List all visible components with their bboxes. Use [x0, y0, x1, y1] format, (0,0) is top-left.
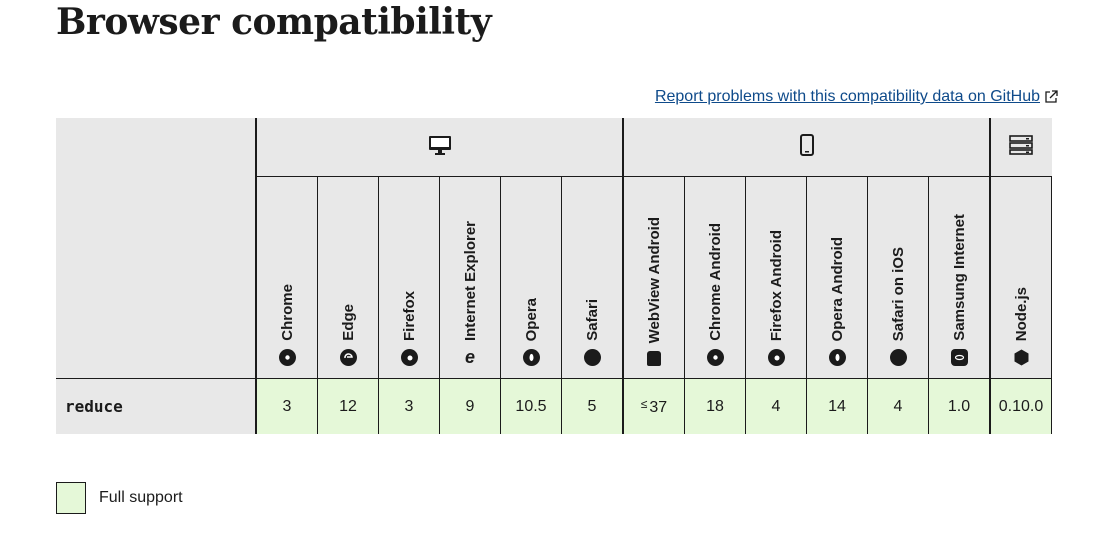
browser-header-chrome: Chrome — [256, 176, 318, 379]
browser-name: Firefox — [400, 290, 418, 341]
support-cell-firefox[interactable]: 3 — [378, 378, 440, 434]
mobile-icon — [799, 133, 814, 156]
nodejs-icon — [1013, 349, 1030, 366]
safari-icon — [889, 349, 907, 366]
browser-name: Chrome — [278, 284, 296, 341]
browser-name: Samsung Internet — [950, 214, 968, 341]
page-title: Browser compatibility — [56, 1, 492, 43]
version-prefix: ≤ — [640, 396, 648, 411]
firefox-icon — [767, 349, 785, 366]
browser-header-safari: Safari — [561, 176, 624, 379]
browser-header-internet-explorer: Internet Explorer e — [439, 176, 501, 379]
android-icon — [647, 351, 661, 366]
version-value: 37 — [649, 398, 668, 416]
support-cell-opera-android[interactable]: 14 — [806, 378, 868, 434]
support-cell-webview-android[interactable]: ≤37 — [623, 378, 685, 434]
chrome-icon — [706, 349, 724, 366]
external-link-icon — [1045, 90, 1058, 103]
support-cell-internet-explorer[interactable]: 9 — [439, 378, 501, 434]
browser-name: Edge — [339, 304, 357, 341]
browser-name: Node.js — [1012, 286, 1030, 341]
browser-name: WebView Android — [645, 216, 663, 343]
browser-name: Firefox Android — [767, 229, 785, 341]
support-cell-opera[interactable]: 10.5 — [500, 378, 562, 434]
legend-label: Full support — [99, 489, 183, 506]
table-corner — [56, 118, 257, 379]
support-cell-chrome-android[interactable]: 18 — [684, 378, 746, 434]
browser-header-firefox: Firefox — [378, 176, 440, 379]
safari-icon — [583, 349, 601, 366]
browser-header-webview-android: WebView Android — [623, 176, 685, 379]
support-cell-safari[interactable]: 5 — [561, 378, 624, 434]
table-row: reduce 3 12 3 9 10.5 5 ≤37 18 4 14 4 1.0… — [56, 378, 1052, 434]
server-icon — [1009, 134, 1034, 155]
browser-header-edge: Edge — [317, 176, 379, 379]
platform-desktop — [256, 118, 624, 177]
legend: Full support — [56, 482, 183, 514]
browser-name: Chrome Android — [706, 223, 724, 341]
full-support-swatch — [56, 482, 86, 514]
support-cell-samsung-internet[interactable]: 1.0 — [928, 378, 991, 434]
report-problems-link[interactable]: Report problems with this compatibility … — [655, 88, 1058, 106]
internet-explorer-icon: e — [464, 347, 475, 367]
browser-header-chrome-android: Chrome Android — [684, 176, 746, 379]
desktop-icon — [428, 135, 451, 155]
chrome-icon — [278, 349, 296, 366]
browser-name: Safari on iOS — [889, 246, 907, 341]
feature-name: reduce — [56, 378, 257, 434]
browser-header-samsung-internet: Samsung Internet — [928, 176, 991, 379]
browser-header-firefox-android: Firefox Android — [745, 176, 807, 379]
samsung-internet-icon — [950, 349, 968, 366]
support-cell-nodejs[interactable]: 0.10.0 — [990, 378, 1052, 434]
support-cell-safari-ios[interactable]: 4 — [867, 378, 929, 434]
platform-mobile — [623, 118, 991, 177]
browser-name: Opera — [522, 297, 540, 341]
browser-header-safari-ios: Safari on iOS — [867, 176, 929, 379]
browser-header-nodejs: Node.js — [990, 176, 1052, 379]
browser-header-opera-android: Opera Android — [806, 176, 868, 379]
support-cell-edge[interactable]: 12 — [317, 378, 379, 434]
browser-name: Opera Android — [828, 236, 846, 341]
firefox-icon — [400, 349, 418, 366]
support-cell-firefox-android[interactable]: 4 — [745, 378, 807, 434]
report-link-label: Report problems with this compatibility … — [654, 88, 1040, 105]
browser-header-opera: Opera — [500, 176, 562, 379]
support-cell-chrome[interactable]: 3 — [256, 378, 318, 434]
compat-table: Chrome Edge Firefox Internet Explorer e O… — [56, 118, 1052, 434]
browser-name: Safari — [583, 299, 601, 341]
browser-name: Internet Explorer — [461, 220, 479, 341]
opera-icon — [522, 349, 540, 366]
opera-icon — [828, 349, 846, 366]
edge-icon — [339, 349, 357, 366]
platform-server — [990, 118, 1052, 177]
